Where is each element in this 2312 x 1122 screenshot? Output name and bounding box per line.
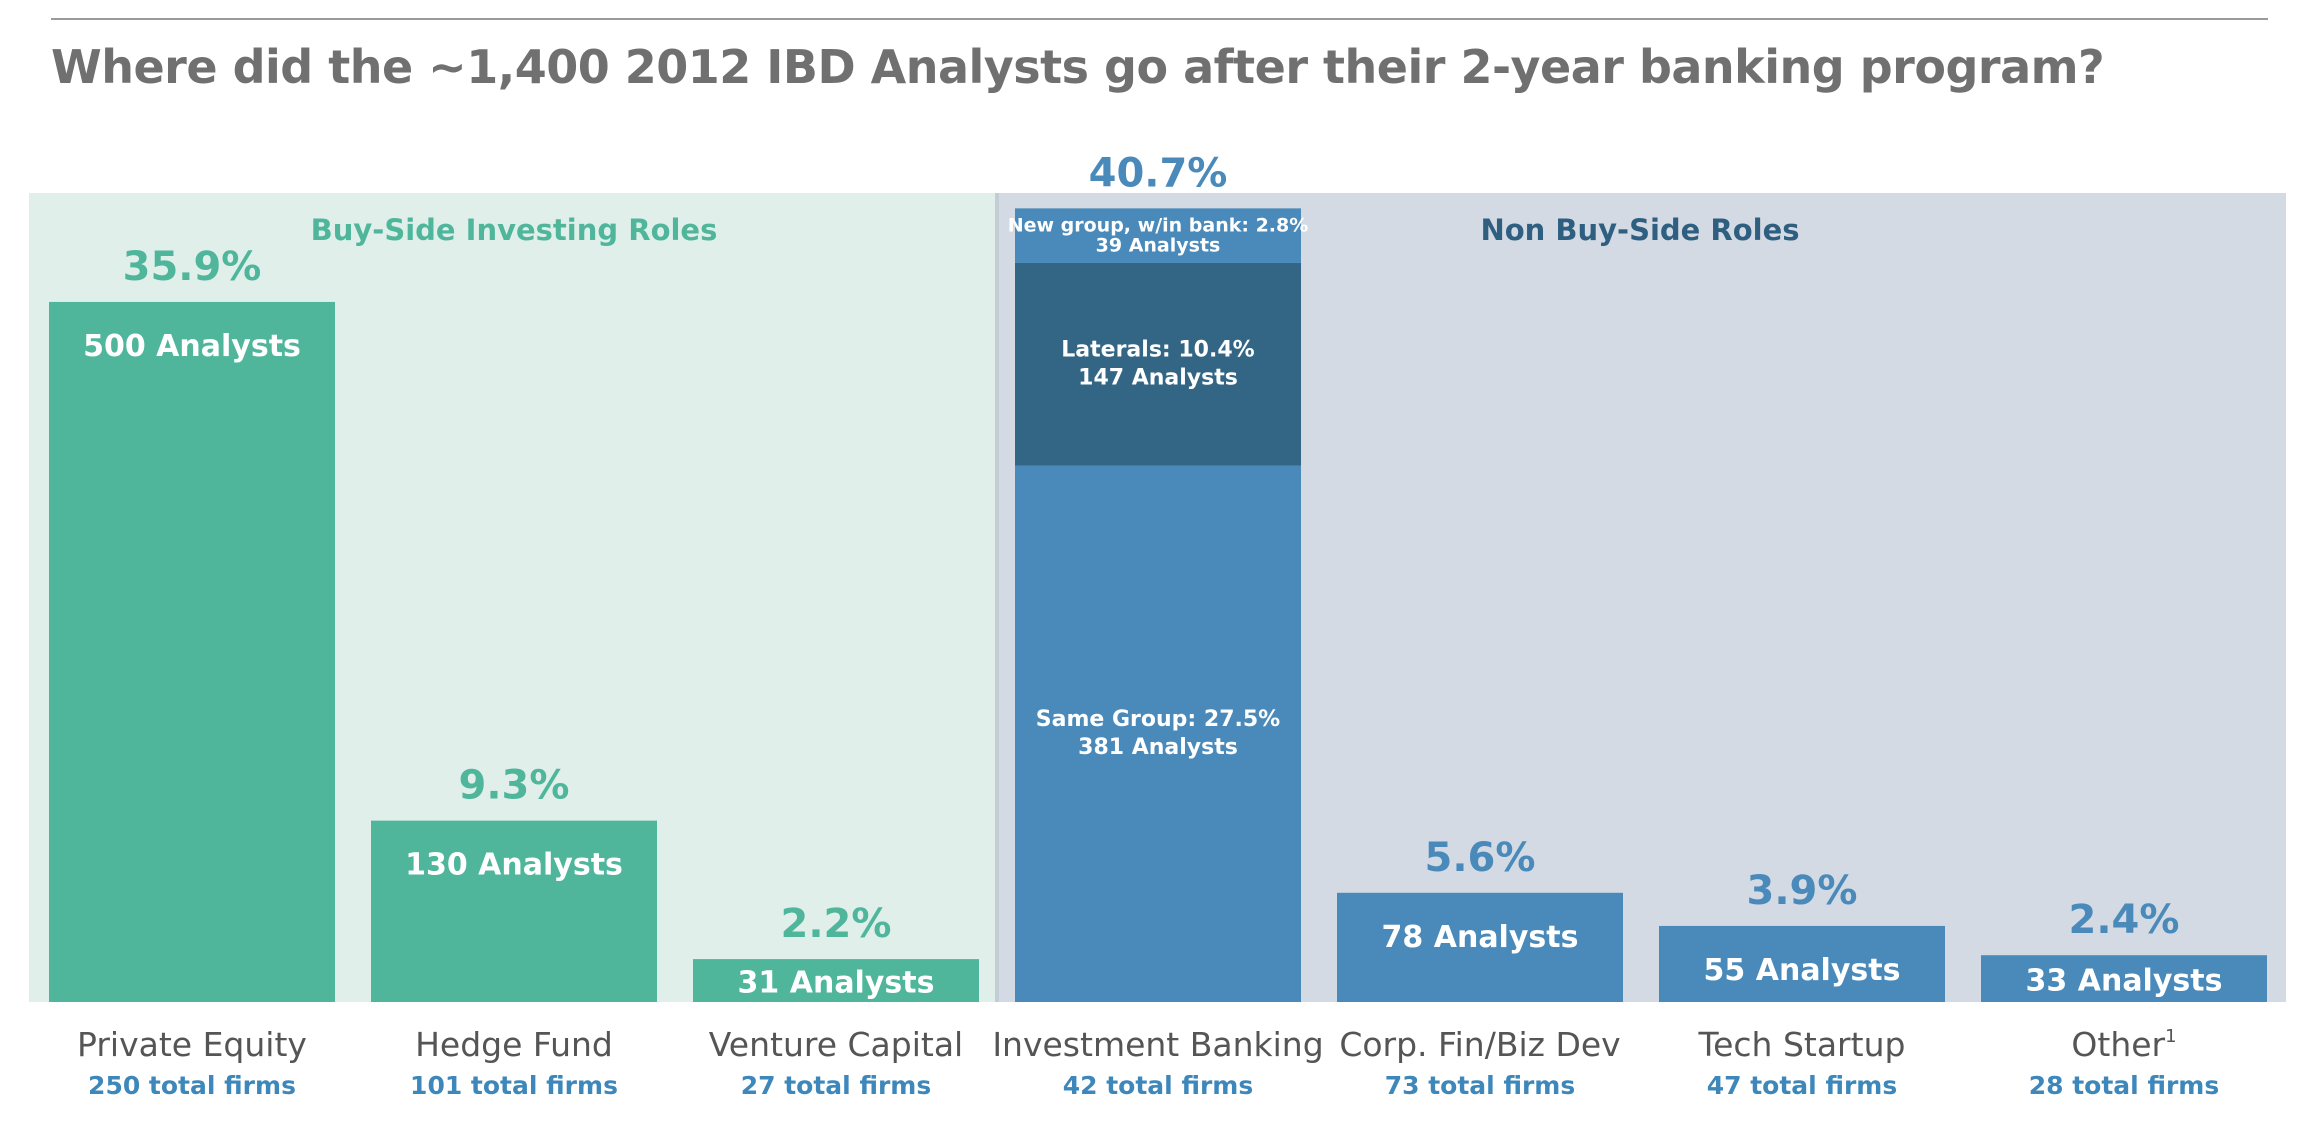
percent-label: 35.9% (123, 244, 262, 290)
bar (371, 820, 657, 1002)
analysts-label: 78 Analysts (1382, 920, 1579, 955)
chart-title: Where did the ~1,400 2012 IBD Analysts g… (51, 40, 2105, 94)
percent-label: 40.7% (1089, 150, 1228, 196)
segment-analysts-label: 147 Analysts (1078, 365, 1238, 390)
bar (1981, 955, 2267, 1002)
firms-label: 28 total firms (2029, 1071, 2220, 1100)
segment-label: Laterals: 10.4% (1061, 337, 1254, 362)
firms-label: 250 total firms (88, 1071, 296, 1100)
analysts-label: 130 Analysts (405, 848, 623, 883)
panel-divider (995, 193, 999, 1002)
percent-label: 9.3% (459, 763, 570, 809)
category-label: Investment Banking (992, 1025, 1323, 1064)
percent-label: 5.6% (1425, 835, 1536, 881)
group-label-non-buy-side: Non Buy-Side Roles (1480, 213, 1799, 247)
category-label: Private Equity (77, 1025, 307, 1064)
group-label-buy-side: Buy-Side Investing Roles (311, 213, 718, 247)
top-rule (51, 18, 2268, 20)
percent-label: 2.2% (781, 901, 892, 947)
firms-label: 73 total firms (1385, 1071, 1576, 1100)
bar (693, 959, 979, 1002)
analysts-label: 500 Analysts (83, 329, 301, 364)
analysts-label: 33 Analysts (2026, 964, 2223, 999)
firms-label: 42 total firms (1063, 1071, 1254, 1100)
analysts-label: 31 Analysts (738, 966, 935, 1001)
category-label: Hedge Fund (415, 1025, 613, 1064)
bar-segment (1015, 208, 1301, 263)
firms-label: 27 total firms (741, 1071, 932, 1100)
analysts-label: 55 Analysts (1704, 953, 1901, 988)
segment-label: New group, w/in bank: 2.8% (1008, 215, 1309, 237)
footnote-marker: 1 (2165, 1026, 2176, 1047)
category-label: Corp. Fin/Biz Dev (1339, 1025, 1620, 1064)
bar-segment (1015, 465, 1301, 1002)
category-text: Other (2071, 1025, 2165, 1064)
firms-label: 47 total firms (1707, 1071, 1898, 1100)
bar (1659, 925, 1945, 1002)
bar (49, 301, 335, 1002)
percent-label: 2.4% (2069, 897, 2180, 943)
bar-segment (1015, 262, 1301, 466)
category-label: Other1 (2071, 1025, 2176, 1064)
segment-analysts-label: 381 Analysts (1078, 735, 1238, 760)
firms-label: 101 total firms (410, 1071, 618, 1100)
category-label: Venture Capital (709, 1025, 963, 1064)
percent-label: 3.9% (1747, 868, 1858, 914)
segment-label: Same Group: 27.5% (1036, 707, 1280, 732)
bar (1337, 892, 1623, 1002)
segment-analysts-label: 39 Analysts (1096, 235, 1221, 257)
category-label: Tech Startup (1698, 1025, 1906, 1064)
